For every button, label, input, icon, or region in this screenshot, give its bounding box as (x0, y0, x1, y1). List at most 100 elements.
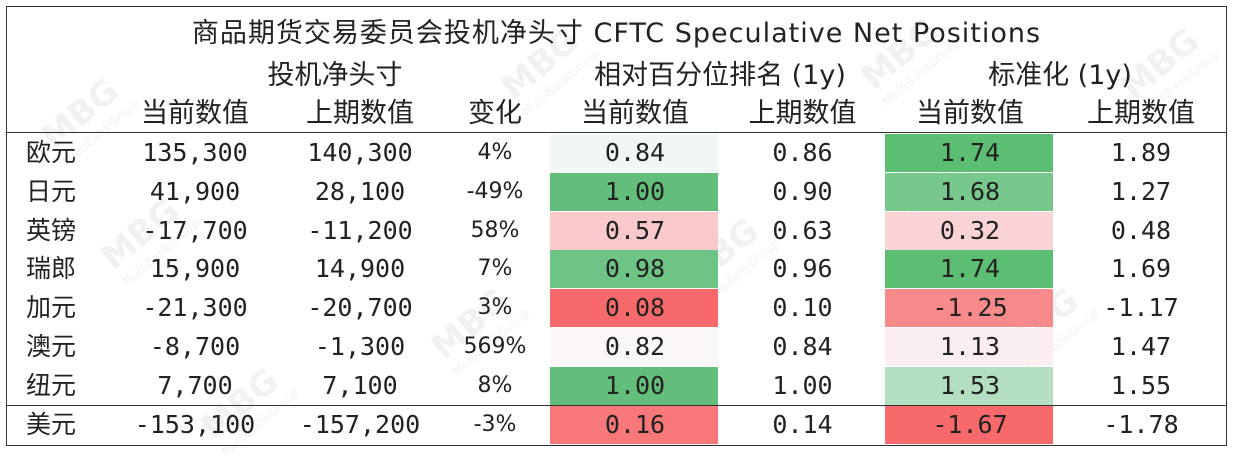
heat-cell-bg (550, 250, 718, 288)
cell-pct-prev: 0.14 (772, 410, 833, 439)
cell-pct-prev: 0.86 (772, 138, 833, 167)
cell-net-current: -153,100 (134, 410, 256, 439)
col-header-pct-prev: 上期数值 (748, 98, 857, 129)
table-row: 欧元 135,300 140,300 4% 0.84 0.86 1.74 1.89 (0, 134, 1233, 173)
cell-net-prev: -11,200 (307, 216, 413, 245)
cell-net-current: 15,900 (149, 254, 241, 283)
cell-pct-current: 0.82 (604, 332, 666, 361)
cell-pct-prev: 0.63 (772, 216, 833, 245)
cell-pct-prev: 0.90 (772, 177, 833, 206)
cell-net-current: 7,700 (157, 371, 233, 400)
cell-pct-current: 0.84 (604, 138, 666, 167)
cell-std-current: 1.74 (939, 254, 1001, 283)
heat-cell-bg (550, 173, 718, 211)
cell-change: 7% (477, 256, 513, 281)
cell-std-current: 1.13 (939, 332, 1001, 361)
header-divider (6, 132, 1227, 133)
heat-cell-bg (885, 134, 1053, 172)
cell-pct-current: 1.00 (604, 371, 666, 400)
cell-name: 瑞郎 (26, 254, 77, 283)
cell-std-prev: 1.69 (1110, 254, 1172, 283)
cell-name: 日元 (26, 177, 77, 206)
cell-pct-prev: 0.84 (772, 332, 833, 361)
table-row: 日元 41,900 28,100 -49% 1.00 0.90 1.68 1.27 (0, 173, 1233, 212)
heat-cell-bg (550, 367, 718, 405)
col-header-std-current: 当前数值 (916, 98, 1024, 129)
cell-pct-current: 0.98 (604, 254, 666, 283)
cell-name: 纽元 (26, 371, 77, 400)
cell-std-prev: 1.55 (1110, 371, 1172, 400)
cell-std-prev: 0.48 (1110, 216, 1172, 245)
cell-std-prev: 1.89 (1110, 138, 1172, 167)
table-row: 美元 -153,100 -157,200 -3% 0.16 0.14 -1.67 -1.78 (0, 406, 1233, 445)
col-header-change: 变化 (468, 98, 522, 129)
cell-pct-current: 0.16 (604, 410, 666, 439)
cell-net-current: -17,700 (142, 216, 248, 245)
group-header-net: 投机净头寸 (267, 60, 403, 91)
col-header-net-current: 当前数值 (141, 98, 249, 129)
heat-cell-bg (550, 328, 718, 366)
heat-cell-bg (885, 367, 1053, 405)
cell-net-prev: -20,700 (307, 293, 413, 322)
cell-name: 英镑 (26, 216, 77, 245)
cell-std-current: 1.74 (939, 138, 1001, 167)
heat-cell-bg (885, 289, 1053, 327)
cell-net-prev: 28,100 (314, 177, 406, 206)
heat-cell-bg (550, 289, 718, 327)
group-header-percentile: 相对百分位排名 (1y) (594, 60, 846, 91)
cell-name: 欧元 (26, 138, 77, 167)
cell-std-current: -1.67 (932, 410, 1008, 439)
cell-pct-current: 0.57 (604, 216, 666, 245)
cell-net-current: 41,900 (149, 177, 241, 206)
cell-std-prev: -1.17 (1103, 293, 1179, 322)
heat-cell-bg (550, 134, 718, 172)
heat-cell-bg (885, 406, 1053, 444)
cell-net-prev: -1,300 (314, 332, 406, 361)
table-title: 商品期货交易委员会投机净头寸 CFTC Speculative Net Posi… (191, 18, 1042, 49)
cell-net-prev: -157,200 (299, 410, 421, 439)
cell-name: 澳元 (26, 332, 77, 361)
table-row: 纽元 7,700 7,100 8% 1.00 1.00 1.53 1.55 (0, 367, 1233, 406)
col-header-pct-current: 当前数值 (581, 98, 689, 129)
table-row: 澳元 -8,700 -1,300 569% 0.82 0.84 1.13 1.47 (0, 328, 1233, 367)
cell-pct-prev: 1.00 (772, 371, 833, 400)
usd-divider (6, 405, 1227, 406)
heat-cell-bg (550, 406, 718, 444)
cell-pct-prev: 0.96 (772, 254, 833, 283)
cell-std-prev: -1.78 (1103, 410, 1179, 439)
heat-cell-bg (885, 250, 1053, 288)
cell-net-current: -8,700 (149, 332, 241, 361)
table-row: 英镑 -17,700 -11,200 58% 0.57 0.63 0.32 0.48 (0, 212, 1233, 251)
cell-name: 加元 (26, 293, 77, 322)
heat-cell-bg (885, 212, 1053, 250)
cell-std-prev: 1.47 (1110, 332, 1172, 361)
cell-change: 8% (477, 373, 513, 398)
cell-std-current: -1.25 (932, 293, 1008, 322)
cell-pct-current: 1.00 (604, 177, 666, 206)
cell-std-current: 1.53 (939, 371, 1001, 400)
cell-change: -49% (466, 179, 524, 204)
group-header-standardized: 标准化 (1y) (988, 60, 1132, 91)
cell-change: 3% (477, 295, 513, 320)
cell-change: 58% (470, 218, 520, 243)
cell-change: 4% (477, 140, 513, 165)
heat-cell-bg (885, 328, 1053, 366)
cell-net-prev: 14,900 (314, 254, 406, 283)
cell-change: 569% (463, 334, 527, 359)
heat-cell-bg (550, 212, 718, 250)
cell-std-current: 1.68 (939, 177, 1001, 206)
col-header-std-prev: 上期数值 (1087, 98, 1195, 129)
cell-net-current: -21,300 (142, 293, 248, 322)
cell-net-prev: 140,300 (307, 138, 413, 167)
heat-cell-bg (885, 173, 1053, 211)
table-frame (6, 6, 1227, 446)
table-row: 瑞郎 15,900 14,900 7% 0.98 0.96 1.74 1.69 (0, 250, 1233, 289)
cell-name: 美元 (26, 410, 77, 439)
table-row: 加元 -21,300 -20,700 3% 0.08 0.10 -1.25 -1.17 (0, 289, 1233, 328)
cell-std-current: 0.32 (939, 216, 1001, 245)
cell-net-prev: 7,100 (322, 371, 398, 400)
cell-std-prev: 1.27 (1110, 177, 1172, 206)
cell-pct-prev: 0.10 (772, 293, 833, 322)
cell-net-current: 135,300 (142, 138, 248, 167)
col-header-net-prev: 上期数值 (306, 98, 414, 129)
